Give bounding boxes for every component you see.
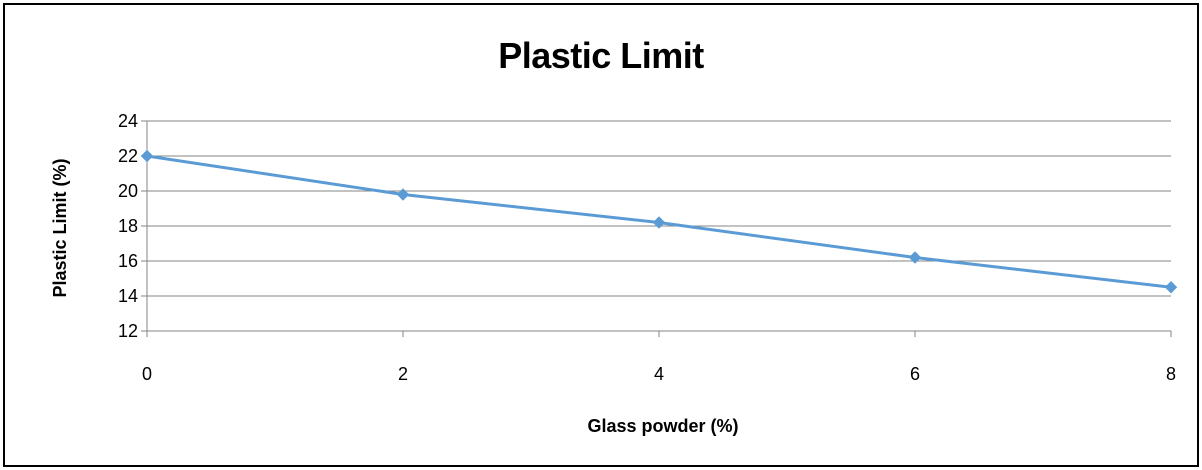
x-tick-labels: 0 2 4 6 8 <box>142 364 1176 384</box>
y-tick-label-16: 16 <box>118 251 138 271</box>
y-tick-label-14: 14 <box>118 286 138 306</box>
x-tick-label-4: 4 <box>654 364 664 384</box>
series-layer <box>140 149 1178 294</box>
axes <box>141 120 1172 337</box>
x-tick-label-0: 0 <box>142 364 152 384</box>
chart-title: Plastic Limit <box>498 35 704 76</box>
data-point-marker <box>908 251 922 264</box>
y-tick-label-20: 20 <box>118 181 138 201</box>
y-tick-labels: 12 14 16 18 20 22 24 <box>118 111 138 341</box>
data-point-marker <box>140 149 154 163</box>
y-tick-label-12: 12 <box>118 321 138 341</box>
data-point-marker <box>1164 281 1178 294</box>
x-tick-label-2: 2 <box>398 364 408 384</box>
data-point-marker <box>652 216 666 229</box>
y-tick-label-22: 22 <box>118 146 138 166</box>
chart-frame: Plastic Limit <box>3 3 1199 467</box>
data-point-marker <box>396 188 410 201</box>
x-tick-label-8: 8 <box>1166 364 1176 384</box>
y-tick-label-18: 18 <box>118 216 138 236</box>
x-axis-title: Glass powder (%) <box>587 416 738 436</box>
y-tick-label-24: 24 <box>118 111 138 131</box>
y-axis-title: Plastic Limit (%) <box>50 158 70 297</box>
x-tick-label-6: 6 <box>910 364 920 384</box>
